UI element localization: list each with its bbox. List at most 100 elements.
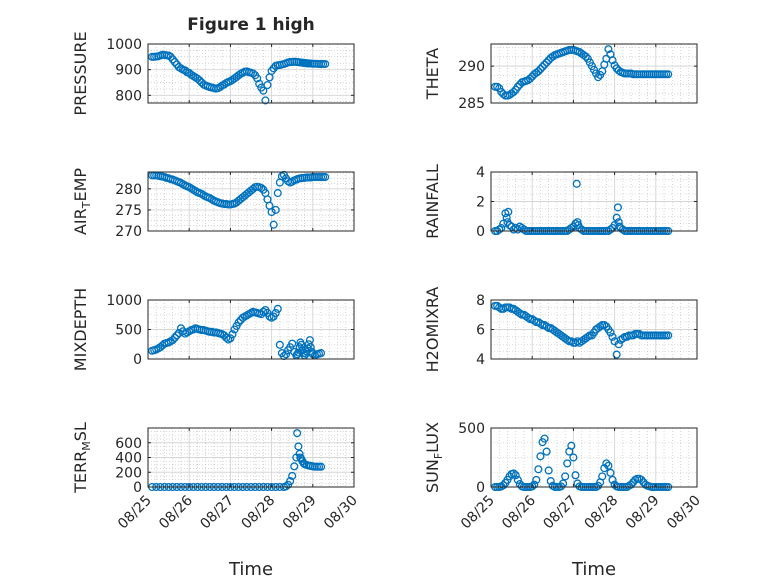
axes-box [490,427,698,488]
data-point [608,475,617,484]
data-series [491,301,673,359]
y-tick-label: 290 [458,59,485,75]
data-point [571,471,580,480]
x-tick-label: 08/28 [239,493,279,533]
data-point [493,82,502,91]
data-point [530,316,539,325]
data-point [249,69,258,78]
data-point [220,331,229,340]
data-point [222,333,231,342]
y-axis-label: MIXDEPTH [71,288,90,371]
data-point [286,477,295,486]
data-point [538,62,547,71]
data-point [614,340,623,349]
x-tick-label: 08/29 [280,493,320,533]
data-point [604,461,613,470]
y-tick-label: 0 [476,224,485,240]
axes-box [490,43,698,104]
y-axis-label: H2OMIXRA [423,287,442,373]
plot-area [148,44,354,103]
data-point [297,340,306,349]
data-point [534,465,543,474]
y-axis-label: TERRMSL [71,422,93,494]
data-point [513,475,522,484]
data-point [606,328,615,337]
data-point [540,60,549,69]
data-point [526,74,535,83]
subplot-3: 270 275 280 AIRTEMP [71,168,355,240]
data-point [294,442,303,451]
x-tick-label: 08/27 [197,493,237,533]
data-point [542,58,551,67]
data-series [491,45,673,100]
subplot-1: 800 900 1000 PRESSURE [71,31,355,116]
data-point [505,303,514,312]
data-point [263,80,272,90]
figure-title: Figure 1 high [187,15,315,35]
data-point [509,87,518,96]
data-point [294,348,303,357]
data-point [259,307,268,316]
data-point [548,52,557,61]
y-tick-label: 200 [115,465,142,481]
data-point [253,74,262,83]
data-point [234,71,243,80]
data-point [524,313,533,322]
y-tick-label: 4 [476,352,485,368]
y-tick-label: 900 [115,63,142,79]
x-tick-label: 08/30 [321,493,361,533]
data-point [614,66,623,75]
y-tick-label: 400 [115,451,142,467]
data-point [257,183,266,193]
data-point [513,82,522,91]
data-series [148,50,330,105]
data-series [148,304,326,361]
y-tick-label: 8 [476,293,485,309]
data-point [536,65,545,74]
data-point [255,79,264,88]
data-point [226,334,235,343]
data-point [594,73,603,82]
y-tick-label: 1000 [106,37,142,53]
data-point [275,340,284,349]
data-point [271,308,280,318]
data-point [637,475,646,484]
data-point [281,482,291,491]
x-tick-label: 08/25 [115,493,155,533]
data-point [281,350,291,359]
x-tick-label: 08/27 [540,493,580,533]
data-point [581,52,590,61]
data-point [269,220,278,229]
x-axis-label-left: Time [228,559,273,580]
data-point [172,331,181,340]
data-point [561,472,570,481]
y-axis-label: RAINFALL [423,164,442,239]
data-point [321,173,330,182]
y-tick-label: 0 [476,480,485,496]
data-point [606,225,615,234]
data-point [542,447,551,456]
y-tick-label: 0 [133,480,142,496]
data-point [567,441,576,450]
data-point [608,332,617,341]
data-point [228,330,237,339]
data-point [544,466,553,475]
data-point [602,459,611,468]
subplot-4: 0 2 4 RAINFALL [423,164,698,240]
data-point [181,66,190,75]
data-point [546,477,555,486]
subplot-5: 0 500 1000 MIXDEPTH [71,288,355,371]
data-point [288,471,297,480]
data-point [273,304,282,313]
data-point [267,207,276,217]
data-point [495,225,504,234]
data-point [563,459,572,468]
data-series [148,170,330,229]
subplot-2: 285 290 THETA [423,43,698,112]
data-point [608,56,617,65]
data-point [600,321,609,330]
data-point [504,207,513,216]
